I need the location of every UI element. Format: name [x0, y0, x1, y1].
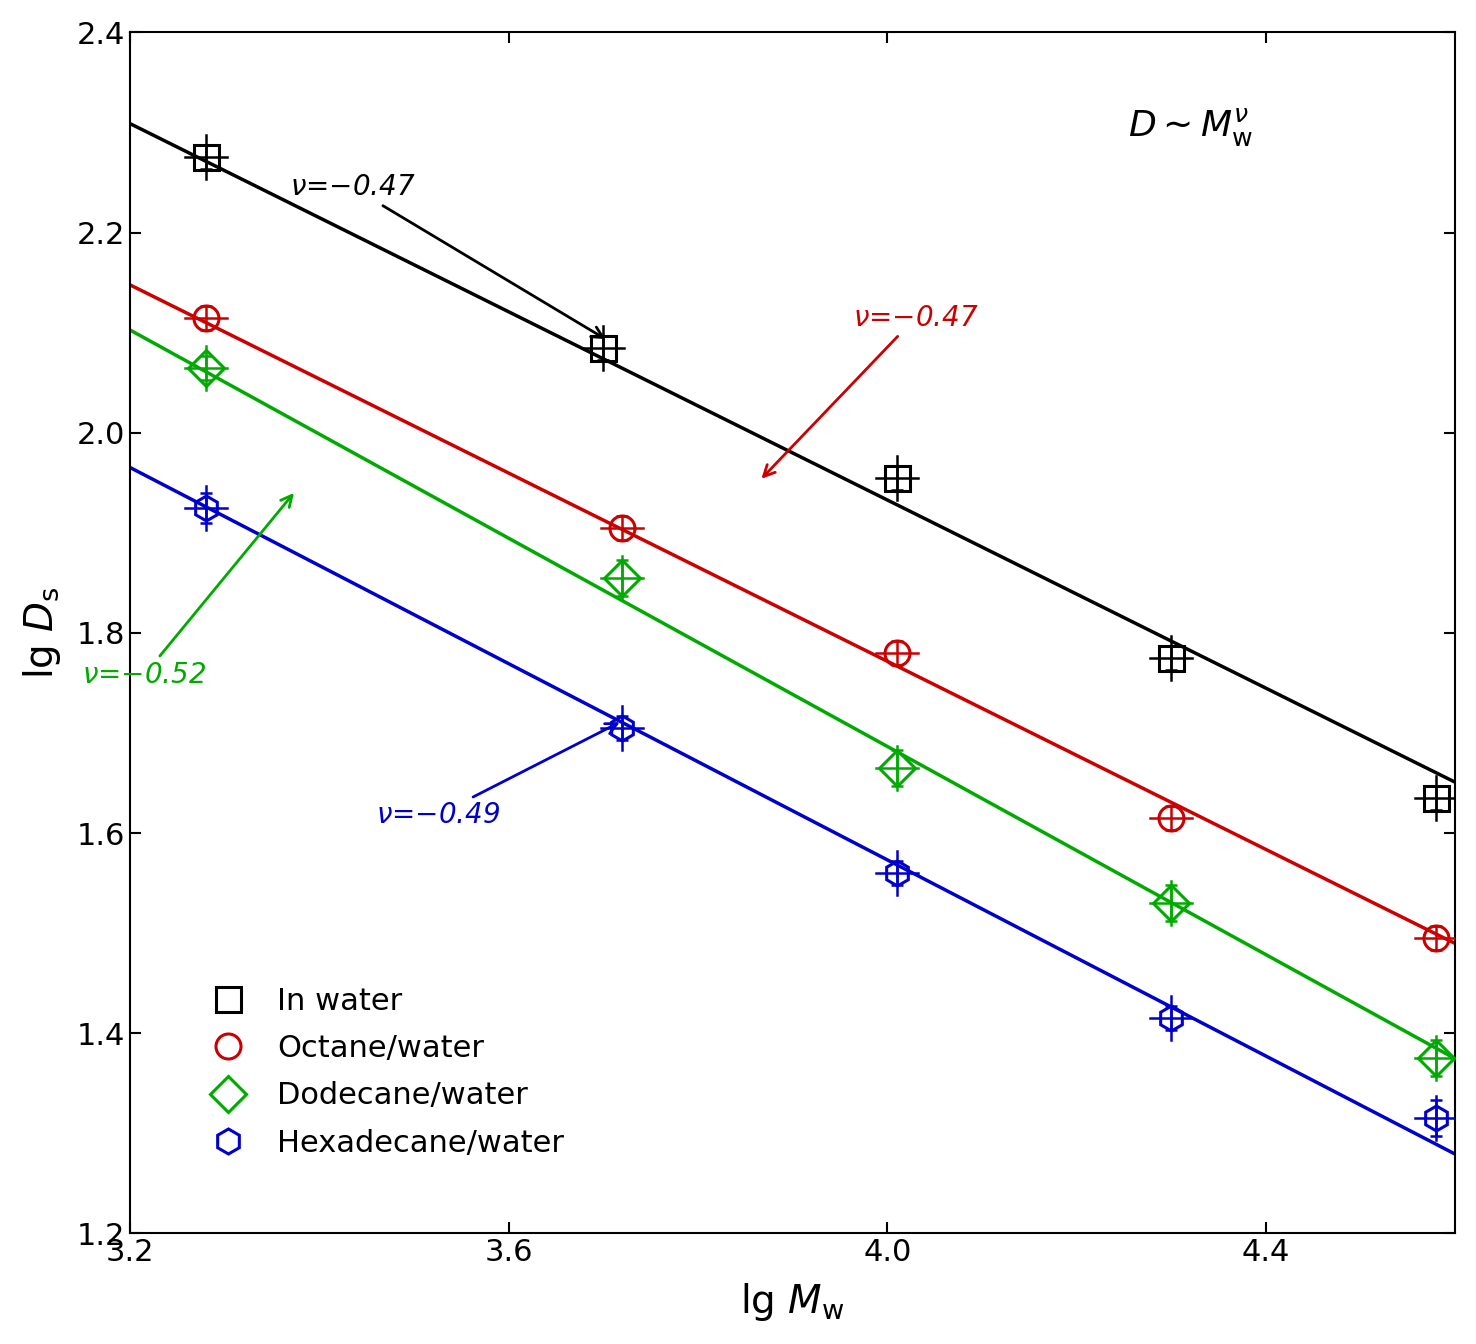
Text: $\nu$=−0.47: $\nu$=−0.47 [763, 304, 979, 477]
Text: $\nu$=−0.47: $\nu$=−0.47 [289, 173, 604, 337]
Text: $\nu$=−0.49: $\nu$=−0.49 [376, 723, 617, 829]
X-axis label: lg $M_\mathrm{w}$: lg $M_\mathrm{w}$ [741, 1281, 844, 1322]
Text: $\nu$=−0.52: $\nu$=−0.52 [83, 496, 292, 689]
Y-axis label: lg $D_\mathrm{s}$: lg $D_\mathrm{s}$ [21, 586, 63, 679]
Legend: In water, Octane/water, Dodecane/water, Hexadecane/water: In water, Octane/water, Dodecane/water, … [184, 962, 589, 1183]
Text: $D\sim M_{\mathrm{w}}^{\nu}$: $D\sim M_{\mathrm{w}}^{\nu}$ [1128, 106, 1253, 148]
